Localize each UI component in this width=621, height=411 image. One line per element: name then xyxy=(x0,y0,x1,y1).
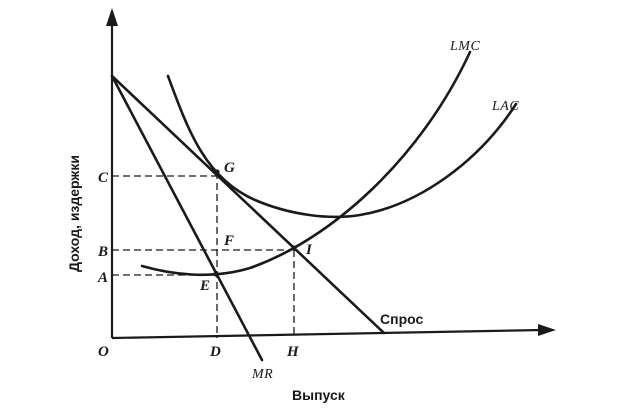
label-f: F xyxy=(223,233,234,249)
label-lac: LAC xyxy=(491,99,519,114)
label-i: I xyxy=(305,242,313,258)
mr-curve xyxy=(110,74,264,362)
label-g: G xyxy=(224,160,235,176)
y-axis-arrow xyxy=(106,8,118,26)
label-e: E xyxy=(199,278,210,294)
label-c: C xyxy=(98,170,109,186)
x-axis-arrow xyxy=(538,324,556,336)
label-demand: Спрос xyxy=(380,311,423,327)
lmc-curve xyxy=(140,50,472,277)
x-axis xyxy=(111,328,543,340)
point-i-dot xyxy=(291,245,297,251)
lac-curve xyxy=(166,74,518,219)
point-e-dot xyxy=(213,271,219,277)
point-g-dot xyxy=(214,169,220,175)
label-lmc: LMC xyxy=(449,39,480,54)
label-h: H xyxy=(286,344,300,360)
y-axis-title: Доход, издержки xyxy=(66,155,82,272)
label-origin: O xyxy=(98,344,109,360)
label-d: D xyxy=(209,344,221,360)
label-a: A xyxy=(97,270,108,286)
label-b: B xyxy=(97,244,108,260)
x-axis-title: Выпуск xyxy=(292,387,346,403)
label-mr: MR xyxy=(251,367,273,382)
demand-curve xyxy=(110,74,386,335)
